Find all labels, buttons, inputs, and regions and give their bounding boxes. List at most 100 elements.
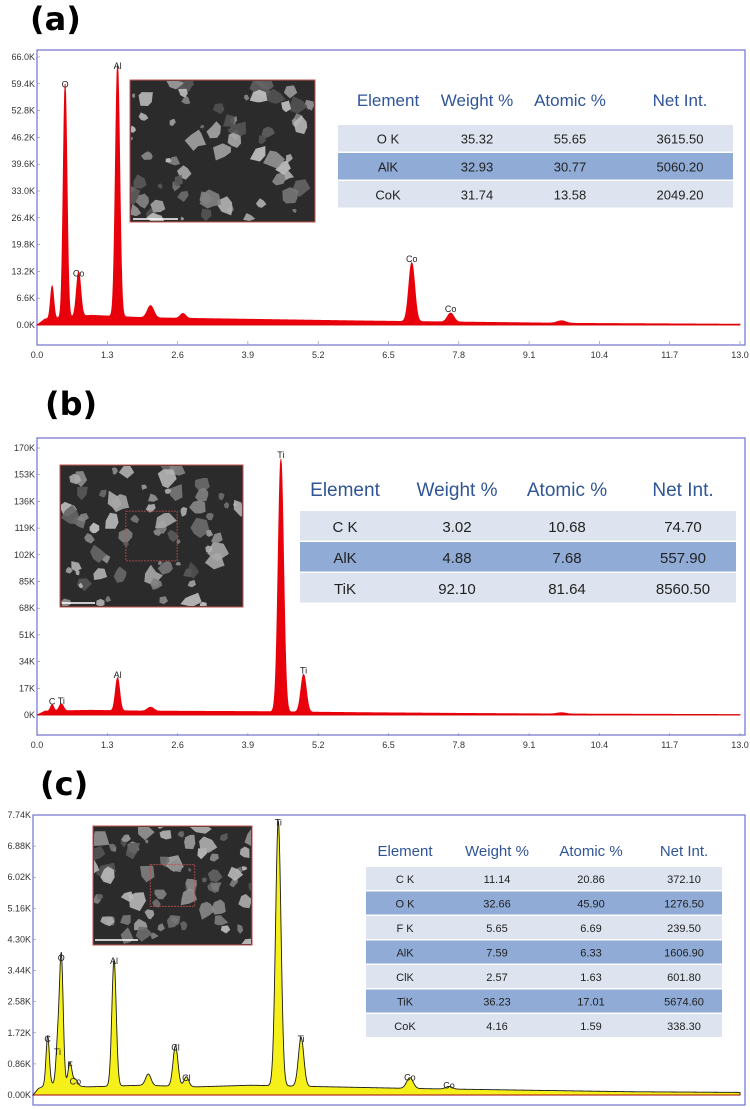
y-tick-label: 7.74K xyxy=(7,810,31,820)
x-tick-label: 9.1 xyxy=(523,740,536,750)
sem-particle xyxy=(210,853,219,862)
table-cell: AlK xyxy=(378,160,399,175)
panel-label-c: (c) xyxy=(40,765,89,803)
sem-particle xyxy=(248,882,251,893)
x-tick-label: 13.0 xyxy=(731,350,749,360)
y-tick-label: 46.2K xyxy=(11,132,35,142)
peak-label: O xyxy=(62,80,69,90)
sem-particle xyxy=(131,93,136,99)
spectrum-panel-a: 0.0 1.3 2.6 3.9 5.2 6.5 7.8 9.1 10.4 11.7 13.0 0.0K… xyxy=(11,49,749,360)
peak-label: F xyxy=(67,1060,73,1070)
table-row xyxy=(300,542,736,572)
y-tick-label: 0K xyxy=(24,710,35,720)
sem-particle xyxy=(165,158,172,163)
sem-particle xyxy=(244,829,251,846)
sem-particle xyxy=(122,834,127,839)
y-tick-label: 102K xyxy=(14,550,35,560)
table-header-cell: Atomic % xyxy=(534,91,606,110)
sem-particle xyxy=(120,914,131,926)
peak-label: Co xyxy=(73,268,85,278)
y-tick-label: 51K xyxy=(19,630,35,640)
sem-selection-box xyxy=(149,864,196,907)
spectrum-curve xyxy=(36,458,741,716)
sem-particle xyxy=(71,561,82,572)
sem-particle xyxy=(293,115,308,135)
y-tick-label: 6.88K xyxy=(7,841,31,851)
peak-label: Co xyxy=(406,254,418,264)
peak-label: Al xyxy=(114,670,122,680)
table-cell: 81.64 xyxy=(548,581,586,598)
sem-particle xyxy=(157,923,165,932)
sem-particle xyxy=(212,103,225,115)
sem-particle xyxy=(166,914,181,928)
table-cell: TiK xyxy=(397,997,414,1009)
table-row xyxy=(338,125,733,152)
y-tick-label: 0.86K xyxy=(7,1059,31,1069)
table-cell: C K xyxy=(396,874,415,886)
sem-particle xyxy=(249,146,266,162)
peak-label: Co xyxy=(404,1072,416,1082)
spectrum-panel-b: 0.0 1.3 2.6 3.9 5.2 6.5 7.8 9.1 10.4 11.7 13.0 0K 17… xyxy=(14,437,749,750)
sem-particle xyxy=(133,174,147,189)
sem-selection-box xyxy=(125,510,178,562)
table-cell: 1.63 xyxy=(580,972,601,984)
x-tick-label: 0.0 xyxy=(31,350,44,360)
table-cell: 1606.90 xyxy=(664,948,704,960)
sem-particle xyxy=(227,866,244,881)
sem-particle xyxy=(180,920,188,931)
table-row xyxy=(366,891,722,915)
table-cell: 6.33 xyxy=(580,948,601,960)
table-cell: 338.30 xyxy=(667,1021,701,1033)
table-cell: 5060.20 xyxy=(657,160,704,175)
sem-particle xyxy=(304,99,314,111)
x-tick-label: 6.5 xyxy=(382,740,395,750)
sem-particle xyxy=(96,893,104,900)
peak-label: Ti xyxy=(277,450,284,460)
table-cell: 74.70 xyxy=(664,519,702,536)
peak-label: Ti xyxy=(300,665,307,675)
table-cell: 7.68 xyxy=(552,550,581,567)
sem-particle xyxy=(184,834,196,850)
sem-particle xyxy=(84,533,95,544)
sem-particle xyxy=(140,151,153,160)
x-tick-label: 7.8 xyxy=(453,350,466,360)
table-row xyxy=(366,989,722,1013)
table-cell: 13.58 xyxy=(554,188,587,203)
table-cell: 30.77 xyxy=(554,160,587,175)
table-header-cell: Atomic % xyxy=(527,480,607,501)
sem-particle xyxy=(105,512,119,529)
table-cell: 5674.60 xyxy=(664,997,704,1009)
sem-particle xyxy=(272,172,286,186)
table-row xyxy=(366,940,722,964)
table-cell: 2049.20 xyxy=(657,188,704,203)
sem-particle xyxy=(255,198,267,208)
sem-particle xyxy=(263,150,285,169)
y-tick-label: 59.4K xyxy=(11,79,35,89)
sem-particle xyxy=(77,513,89,522)
y-tick-label: 13.2K xyxy=(11,266,35,276)
sem-particle xyxy=(283,170,294,181)
table-header-cell: Net Int. xyxy=(660,843,708,860)
sem-particle xyxy=(241,938,251,944)
sem-particle xyxy=(211,532,223,544)
sem-particle xyxy=(261,126,275,139)
sem-particle xyxy=(288,96,308,114)
sem-particle xyxy=(180,592,202,606)
table-header-cell: Weight % xyxy=(465,843,529,860)
sem-particle xyxy=(131,136,134,141)
peak-label: C xyxy=(44,1034,51,1044)
table-cell: ClK xyxy=(396,972,414,984)
sem-particle xyxy=(61,504,80,524)
sem-particle xyxy=(205,545,213,553)
y-tick-label: 4.30K xyxy=(7,934,31,944)
table-header-cell: Element xyxy=(357,91,420,110)
y-tick-label: 2.58K xyxy=(7,997,31,1007)
y-tick-label: 34K xyxy=(19,657,35,667)
table-row xyxy=(338,153,733,180)
table-cell: 6.69 xyxy=(580,923,601,935)
x-tick-label: 6.5 xyxy=(382,350,395,360)
sem-particle xyxy=(141,484,148,490)
sem-particle xyxy=(69,473,82,485)
sem-particle xyxy=(100,866,115,885)
x-tick-label: 5.2 xyxy=(312,350,325,360)
